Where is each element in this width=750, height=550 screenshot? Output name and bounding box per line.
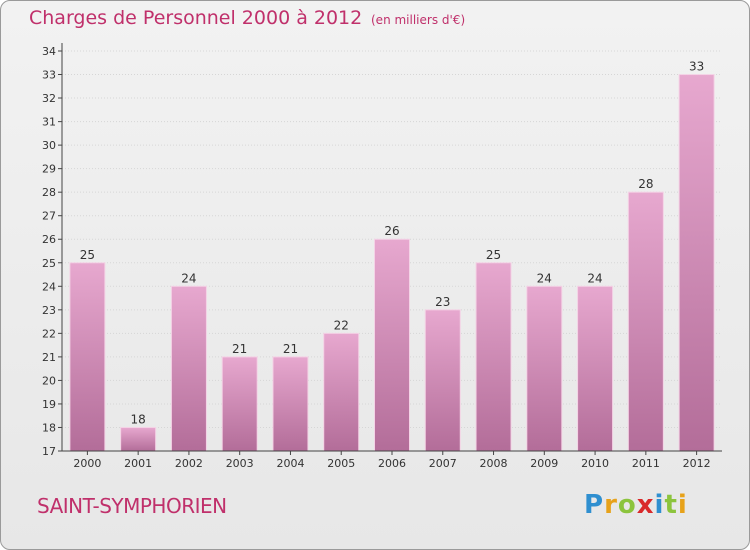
bar <box>221 356 258 452</box>
y-tick-label: 20 <box>42 374 56 387</box>
logo-letter: o <box>617 490 637 520</box>
data-label: 21 <box>232 342 247 356</box>
y-tick-label: 33 <box>42 69 56 82</box>
chart-title: Charges de Personnel 2000 à 2012 <box>29 7 363 29</box>
x-tick-label: 2012 <box>683 457 711 470</box>
bar <box>424 309 461 452</box>
bar <box>272 356 309 452</box>
x-tick-label: 2003 <box>226 457 254 470</box>
chart-subtitle: (en milliers d'€) <box>371 13 466 27</box>
bar <box>120 426 157 452</box>
data-label: 24 <box>181 271 196 285</box>
bar <box>678 74 715 452</box>
bar <box>323 332 360 452</box>
logo-letter: i <box>654 490 665 520</box>
proxiti-logo: Proxiti <box>584 490 688 520</box>
y-tick-label: 17 <box>42 445 56 458</box>
logo-letter: x <box>636 490 655 520</box>
y-tick-label: 26 <box>42 233 56 246</box>
axes <box>58 43 722 455</box>
commune-name: SAINT-SYMPHORIEN <box>37 494 227 518</box>
bars <box>69 74 715 452</box>
bar <box>170 285 207 452</box>
logo-letter: i <box>677 490 688 520</box>
x-tick-label: 2009 <box>530 457 558 470</box>
data-label: 33 <box>689 60 704 74</box>
bar <box>627 191 664 452</box>
y-tick-label: 27 <box>42 210 56 223</box>
y-tick-label: 21 <box>42 351 56 364</box>
logo-letter: r <box>604 490 618 520</box>
y-tick-label: 24 <box>42 280 56 293</box>
x-tick-label: 2001 <box>124 457 152 470</box>
y-tick-label: 19 <box>42 398 56 411</box>
x-tick-label: 2008 <box>480 457 508 470</box>
x-tick-label: 2004 <box>276 457 304 470</box>
bar <box>475 262 512 452</box>
y-tick-label: 22 <box>42 327 56 340</box>
y-tick-label: 28 <box>42 186 56 199</box>
data-label: 23 <box>435 295 450 309</box>
x-tick-label: 2010 <box>581 457 609 470</box>
x-tick-label: 2002 <box>175 457 203 470</box>
y-tick-label: 18 <box>42 421 56 434</box>
labels: 17 18 19 20 21 22 23 24 25 26 27 28 29 30 31 32 33 34 2000… <box>42 45 711 470</box>
x-tick-label: 2007 <box>429 457 457 470</box>
bar <box>577 285 614 452</box>
data-label: 26 <box>384 224 399 238</box>
y-tick-label: 34 <box>42 45 56 58</box>
x-tick-label: 2006 <box>378 457 406 470</box>
x-tick-label: 2000 <box>73 457 101 470</box>
data-label: 18 <box>131 412 146 426</box>
y-tick-label: 31 <box>42 116 56 129</box>
data-label: 25 <box>80 248 95 262</box>
y-tick-label: 29 <box>42 163 56 176</box>
data-label: 24 <box>587 271 602 285</box>
data-label: 21 <box>283 342 298 356</box>
y-tick-label: 25 <box>42 257 56 270</box>
data-label: 28 <box>638 177 653 191</box>
bar <box>374 238 410 452</box>
y-tick-label: 30 <box>42 139 56 152</box>
bar <box>526 285 563 452</box>
x-tick-label: 2005 <box>327 457 355 470</box>
data-label: 22 <box>334 318 349 332</box>
data-label: 24 <box>537 271 552 285</box>
data-label: 25 <box>486 248 501 262</box>
y-tick-label: 32 <box>42 92 56 105</box>
logo-letter: t <box>664 490 678 520</box>
bar <box>69 262 106 452</box>
y-tick-label: 23 <box>42 304 56 317</box>
x-tick-label: 2011 <box>632 457 660 470</box>
logo-letter: P <box>584 490 605 520</box>
